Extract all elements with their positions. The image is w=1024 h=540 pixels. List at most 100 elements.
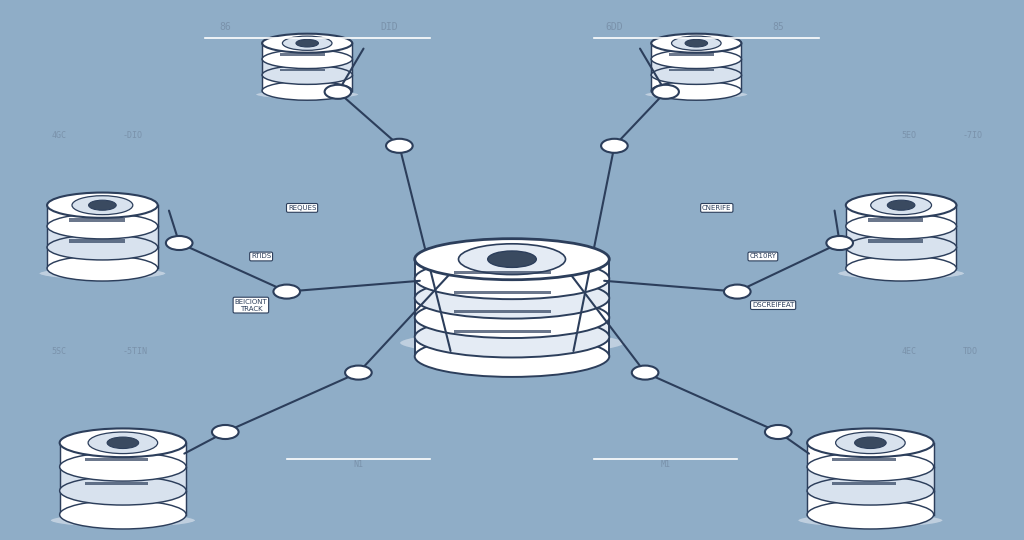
Ellipse shape <box>807 453 934 481</box>
Ellipse shape <box>415 297 609 338</box>
Ellipse shape <box>415 316 609 357</box>
Text: -7IO: -7IO <box>963 131 983 139</box>
Circle shape <box>345 366 372 380</box>
Polygon shape <box>415 337 609 356</box>
Polygon shape <box>807 467 934 491</box>
Text: TDO: TDO <box>963 347 978 355</box>
Polygon shape <box>651 59 741 75</box>
Polygon shape <box>262 43 352 59</box>
Polygon shape <box>85 457 148 462</box>
Ellipse shape <box>262 65 352 84</box>
Ellipse shape <box>685 39 708 47</box>
Ellipse shape <box>47 214 158 239</box>
Polygon shape <box>846 226 956 247</box>
Polygon shape <box>454 291 551 294</box>
Polygon shape <box>415 279 609 298</box>
Text: DSCREIFEAT: DSCREIFEAT <box>752 302 795 308</box>
Ellipse shape <box>887 200 915 210</box>
Ellipse shape <box>50 513 196 528</box>
Text: 5SC: 5SC <box>51 347 67 355</box>
Ellipse shape <box>798 513 943 528</box>
Ellipse shape <box>651 50 741 69</box>
Ellipse shape <box>39 267 166 280</box>
Text: CNERIFE: CNERIFE <box>702 205 731 211</box>
Text: 6DD: 6DD <box>605 22 624 32</box>
Text: CR10RY: CR10RY <box>750 253 776 260</box>
Polygon shape <box>70 239 125 242</box>
Polygon shape <box>281 53 326 56</box>
Ellipse shape <box>404 355 618 378</box>
Text: DID: DID <box>380 22 398 32</box>
Text: BEICIONT
TRACK: BEICIONT TRACK <box>234 299 267 312</box>
Polygon shape <box>868 218 924 221</box>
Ellipse shape <box>836 432 905 454</box>
Polygon shape <box>262 75 352 91</box>
Polygon shape <box>47 247 158 268</box>
Ellipse shape <box>47 256 158 281</box>
Ellipse shape <box>262 33 352 53</box>
Polygon shape <box>670 69 715 71</box>
Text: -DIO: -DIO <box>123 131 143 139</box>
Ellipse shape <box>89 200 117 210</box>
Circle shape <box>325 85 351 99</box>
Ellipse shape <box>672 36 721 50</box>
Ellipse shape <box>59 428 186 457</box>
Ellipse shape <box>846 193 956 218</box>
Ellipse shape <box>870 195 932 215</box>
Text: M1: M1 <box>660 460 671 469</box>
Polygon shape <box>651 75 741 91</box>
Ellipse shape <box>415 336 609 377</box>
Polygon shape <box>59 491 186 515</box>
Ellipse shape <box>459 244 565 274</box>
Ellipse shape <box>59 500 186 529</box>
Polygon shape <box>281 69 326 71</box>
Ellipse shape <box>47 235 158 260</box>
Polygon shape <box>415 259 609 279</box>
Polygon shape <box>807 443 934 467</box>
Ellipse shape <box>47 193 158 218</box>
Text: REQUES: REQUES <box>288 205 316 211</box>
Polygon shape <box>868 239 924 242</box>
Polygon shape <box>670 53 715 56</box>
Text: RTIDS: RTIDS <box>251 253 271 260</box>
Ellipse shape <box>283 36 332 50</box>
Ellipse shape <box>72 195 133 215</box>
Text: 4EC: 4EC <box>901 347 916 355</box>
Polygon shape <box>262 59 352 75</box>
Polygon shape <box>846 205 956 226</box>
Circle shape <box>652 85 679 99</box>
Ellipse shape <box>651 65 741 84</box>
Ellipse shape <box>59 476 186 505</box>
Polygon shape <box>59 443 186 467</box>
Ellipse shape <box>487 251 537 267</box>
Ellipse shape <box>399 330 625 355</box>
Ellipse shape <box>88 432 158 454</box>
Ellipse shape <box>807 476 934 505</box>
Polygon shape <box>651 43 741 59</box>
Circle shape <box>632 366 658 380</box>
Ellipse shape <box>415 278 609 319</box>
Polygon shape <box>415 298 609 318</box>
Circle shape <box>212 425 239 439</box>
Ellipse shape <box>108 437 138 449</box>
Ellipse shape <box>838 267 965 280</box>
Text: 85: 85 <box>772 22 784 32</box>
Ellipse shape <box>846 235 956 260</box>
Text: 5EO: 5EO <box>901 131 916 139</box>
Ellipse shape <box>855 437 886 449</box>
Ellipse shape <box>644 90 749 99</box>
Circle shape <box>273 285 300 299</box>
Polygon shape <box>454 310 551 313</box>
Text: N1: N1 <box>353 460 364 469</box>
Ellipse shape <box>415 258 609 299</box>
Ellipse shape <box>807 500 934 529</box>
Text: -5TIN: -5TIN <box>123 347 147 355</box>
Ellipse shape <box>846 256 956 281</box>
Ellipse shape <box>651 33 741 53</box>
Circle shape <box>601 139 628 153</box>
Polygon shape <box>85 482 148 485</box>
Polygon shape <box>70 218 125 221</box>
Polygon shape <box>47 226 158 247</box>
Text: 4GC: 4GC <box>51 131 67 139</box>
Circle shape <box>724 285 751 299</box>
